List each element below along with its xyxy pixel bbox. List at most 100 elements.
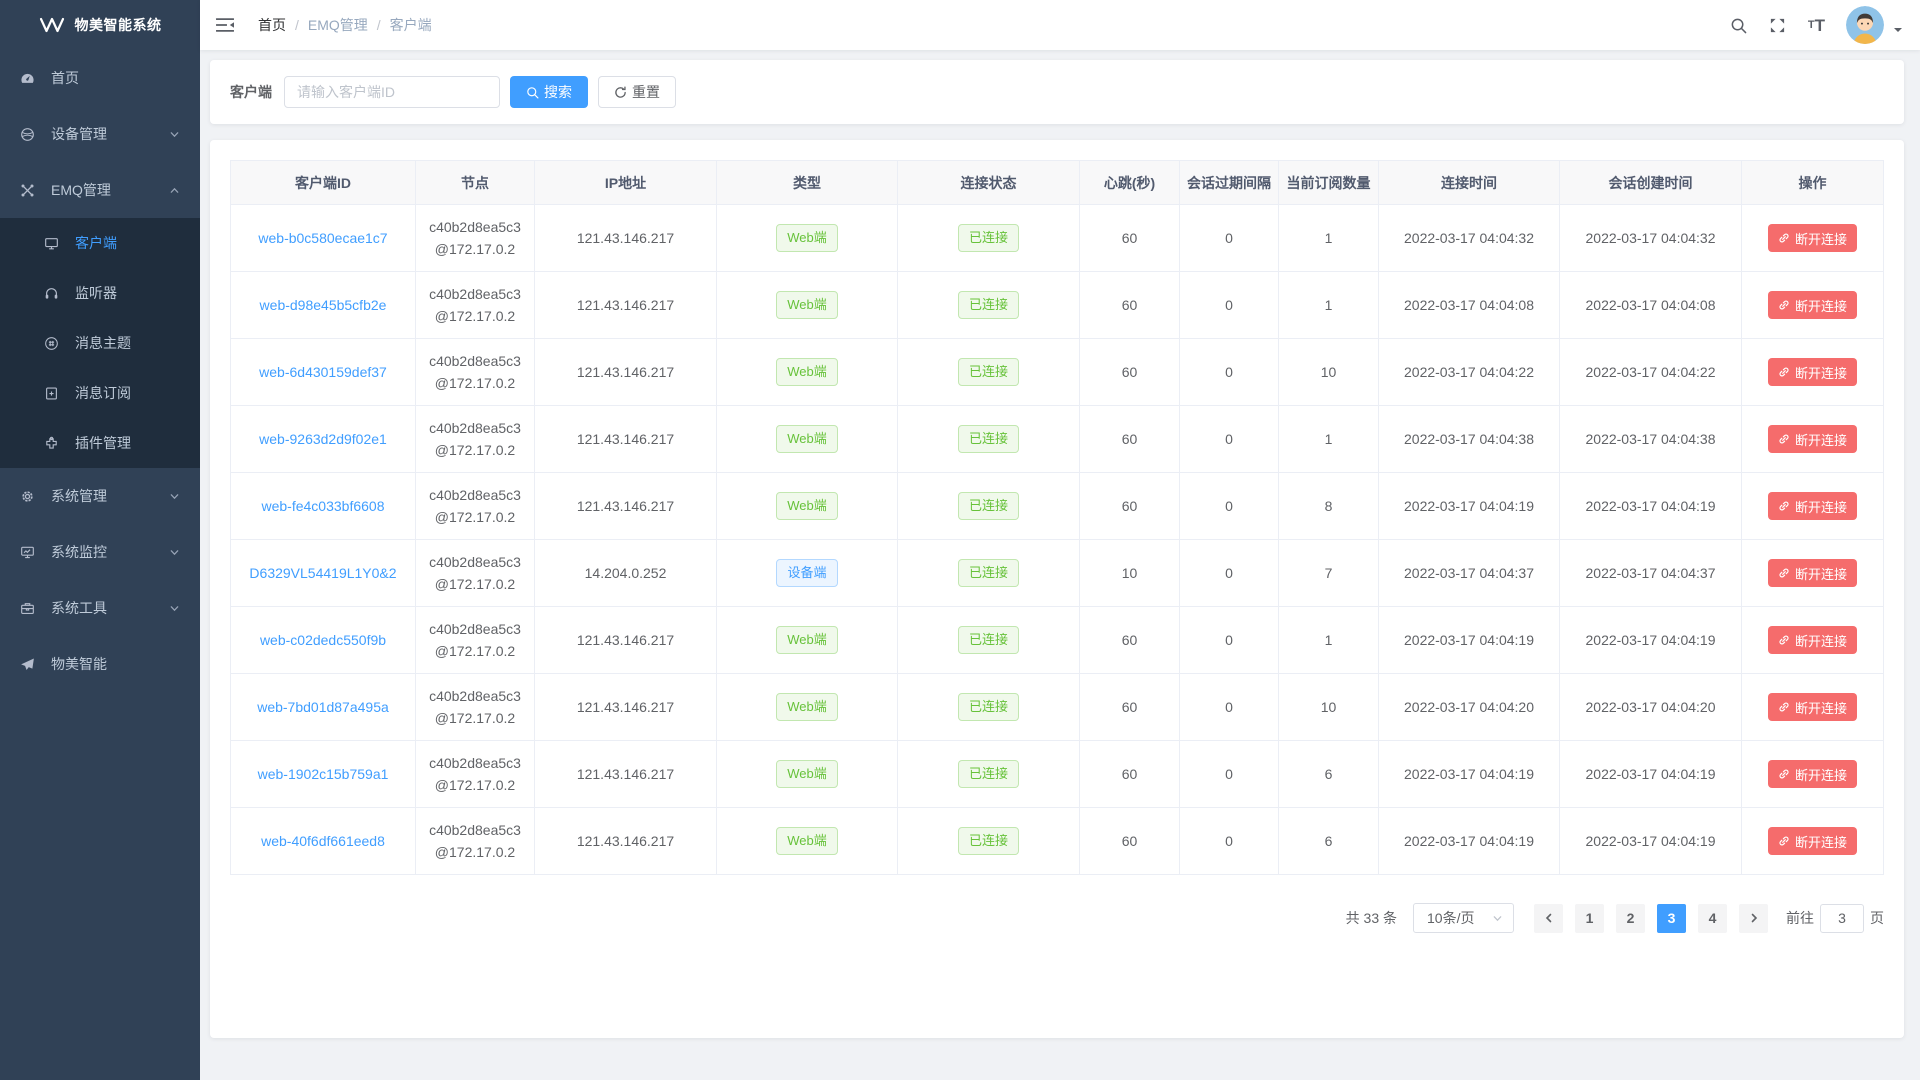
disconnect-button[interactable]: 断开连接 [1767, 425, 1857, 453]
connected-time-cell: 2022-03-17 04:04:22 [1378, 338, 1560, 406]
client-id-link[interactable]: web-d98e45b5cfb2e [259, 297, 387, 313]
sidebar-item[interactable]: 设备管理 [0, 106, 200, 162]
reset-button[interactable]: 重置 [598, 76, 676, 108]
node-cell: c40b2d8ea5c3 @172.17.0.2 [415, 539, 535, 607]
disconnect-button-label: 断开连接 [1794, 834, 1847, 850]
heartbeat-cell: 60 [1079, 673, 1180, 741]
sidebar-item[interactable]: 插件管理 [0, 418, 200, 468]
status-badge: 已连接 [957, 760, 1019, 788]
client-id-link[interactable]: web-b0c580ecae1c7 [258, 230, 388, 246]
client-id-link[interactable]: web-7bd01d87a495a [257, 699, 389, 715]
sidebar-item[interactable]: 系统管理 [0, 468, 200, 524]
breadcrumb-item[interactable]: EMQ管理 [307, 17, 368, 33]
search-icon[interactable] [1719, 0, 1758, 50]
sidebar-item[interactable]: 系统监控 [0, 524, 200, 580]
prev-page-button[interactable] [1534, 903, 1563, 933]
node-cell: c40b2d8ea5c3 @172.17.0.2 [415, 338, 535, 406]
page-button[interactable]: 2 [1616, 903, 1645, 933]
app-logo[interactable]: 物美智能系统 [0, 0, 200, 50]
type-cell: Web端 [716, 740, 898, 808]
disconnect-button[interactable]: 断开连接 [1767, 559, 1857, 587]
type-badge: Web端 [776, 425, 838, 453]
disconnect-button[interactable]: 断开连接 [1767, 827, 1857, 855]
node-address: @172.17.0.2 [434, 710, 516, 726]
sidebar-toggle-button[interactable] [200, 0, 250, 50]
table-header-cell: 心跳(秒) [1079, 160, 1180, 205]
client-id-link[interactable]: web-fe4c033bf6608 [261, 498, 385, 514]
client-id-link[interactable]: web-1902c15b759a1 [257, 766, 389, 782]
status-cell: 已连接 [897, 338, 1080, 406]
avatar[interactable] [1846, 6, 1884, 44]
disconnect-button-label: 断开连接 [1794, 767, 1847, 783]
sidebar-item[interactable]: 物美智能 [0, 636, 200, 692]
client-id-cell: web-9263d2d9f02e1 [230, 405, 416, 473]
page-button[interactable]: 4 [1698, 903, 1727, 933]
type-badge: Web端 [776, 291, 838, 319]
sidebar-item[interactable]: 系统工具 [0, 580, 200, 636]
status-cell: 已连接 [897, 740, 1080, 808]
type-cell: Web端 [716, 472, 898, 540]
sidebar-item[interactable]: 消息主题 [0, 318, 200, 368]
client-id-input[interactable] [284, 76, 500, 108]
disconnect-button[interactable]: 断开连接 [1767, 358, 1857, 386]
subscriptions-cell: 10 [1278, 673, 1379, 741]
client-table-panel: 客户端ID 节点 IP地址 类型 连接状态 心跳(秒) 会话过期间隔 当前订阅数量 连接时间 会话… [210, 140, 1904, 1038]
disconnect-button-label: 断开连接 [1794, 633, 1847, 649]
table-row: web-c02dedc550f9b c40b2d8ea5c3 @172.17.0.2… [230, 606, 1884, 674]
search-button[interactable]: 搜索 [510, 76, 588, 108]
status-badge: 已连接 [957, 492, 1019, 520]
session-expiry-cell: 0 [1179, 472, 1279, 540]
disconnect-button[interactable]: 断开连接 [1767, 492, 1857, 520]
disconnect-button-label: 断开连接 [1794, 432, 1847, 448]
node-name: c40b2d8ea5c3 [429, 621, 521, 637]
sidebar-item[interactable]: 客户端 [0, 218, 200, 268]
caret-down-icon[interactable] [1894, 27, 1902, 36]
status-cell: 已连接 [897, 807, 1080, 875]
node-name: c40b2d8ea5c3 [429, 420, 521, 436]
sidebar-menu: 首页 设备管理 EMQ管理 客户端监听器消息主题 消息订阅 插件管理 系统管理 系统监控 系统工… [0, 50, 200, 692]
breadcrumb: 首页 / EMQ管理 / 客户端 [258, 15, 432, 35]
client-id-link[interactable]: web-c02dedc550f9b [259, 632, 387, 648]
client-id-link[interactable]: web-9263d2d9f02e1 [259, 431, 387, 447]
client-id-link[interactable]: web-6d430159def37 [259, 364, 387, 380]
disconnect-button[interactable]: 断开连接 [1767, 224, 1857, 252]
table-row: web-fe4c033bf6608 c40b2d8ea5c3 @172.17.0.2… [230, 472, 1884, 540]
next-page-button[interactable] [1739, 903, 1768, 933]
goto-page-input[interactable] [1820, 903, 1864, 933]
breadcrumb-item[interactable]: 首页 [258, 17, 286, 33]
sidebar-item[interactable]: 消息订阅 [0, 368, 200, 418]
node-address: @172.17.0.2 [434, 509, 516, 525]
disconnect-button[interactable]: 断开连接 [1767, 693, 1857, 721]
page-size-select[interactable]: 10条/页 [1413, 903, 1514, 933]
goto-label: 前往 [1786, 910, 1814, 926]
table-header-cell: 客户端ID [230, 160, 416, 205]
session-created-time-cell: 2022-03-17 04:04:19 [1559, 807, 1742, 875]
ip-cell: 121.43.146.217 [534, 673, 717, 741]
page-button[interactable]: 1 [1575, 903, 1604, 933]
session-created-time-cell: 2022-03-17 04:04:22 [1559, 338, 1742, 406]
action-cell: 断开连接 [1741, 338, 1884, 406]
client-id-link[interactable]: D6329VL54419L1Y0&2 [249, 565, 397, 581]
sidebar-item-label: 监听器 [75, 285, 117, 301]
subscriptions-cell: 8 [1278, 472, 1379, 540]
subscriptions-cell: 7 [1278, 539, 1379, 607]
type-badge: Web端 [776, 760, 838, 788]
disconnect-button[interactable]: 断开连接 [1767, 760, 1857, 788]
client-id-link[interactable]: web-40f6df661eed8 [261, 833, 385, 849]
disconnect-button[interactable]: 断开连接 [1767, 626, 1857, 654]
subscriptions-cell: 1 [1278, 606, 1379, 674]
sidebar-item[interactable]: 监听器 [0, 268, 200, 318]
chevron-down-icon [169, 603, 180, 614]
drone-icon [20, 183, 35, 198]
client-id-cell: D6329VL54419L1Y0&2 [230, 539, 416, 607]
table-row: web-6d430159def37 c40b2d8ea5c3 @172.17.0.2… [230, 338, 1884, 406]
fullscreen-icon[interactable] [1758, 0, 1797, 50]
disconnect-button[interactable]: 断开连接 [1767, 291, 1857, 319]
sidebar-item[interactable]: EMQ管理 [0, 162, 200, 218]
page-button[interactable]: 3 [1657, 903, 1686, 933]
type-cell: Web端 [716, 405, 898, 473]
sidebar-item[interactable]: 首页 [0, 50, 200, 106]
